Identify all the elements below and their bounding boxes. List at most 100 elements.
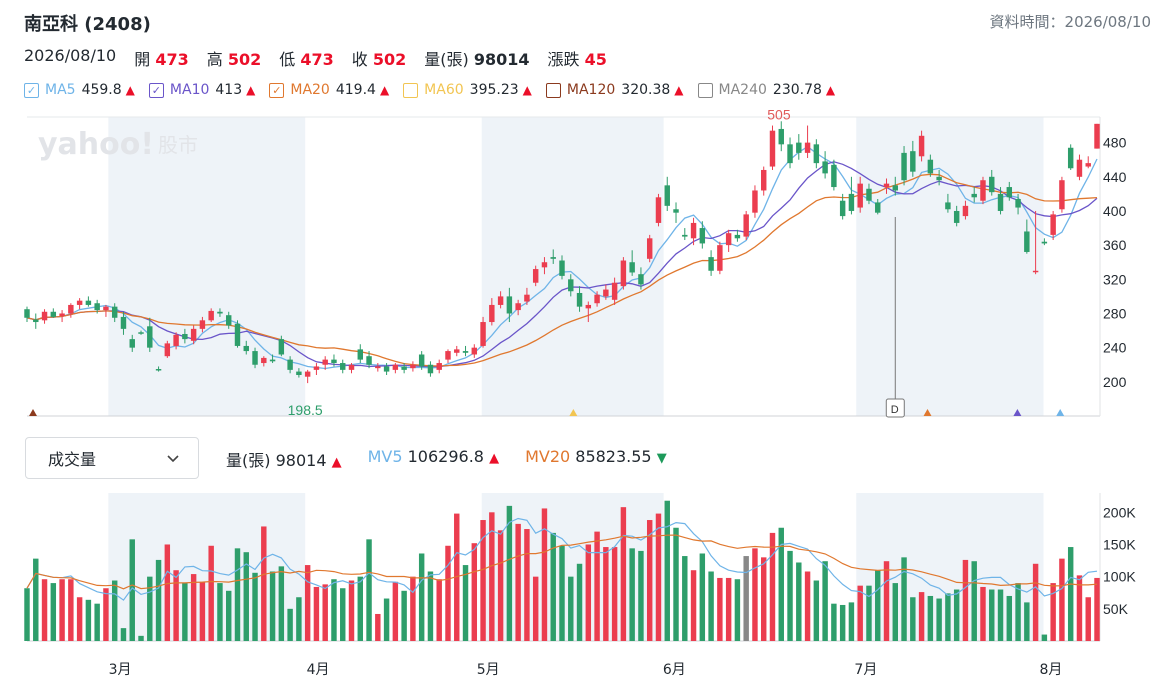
volume-bar [813,580,820,641]
candle [462,345,469,357]
candle [857,176,863,213]
volume-bar [471,543,478,641]
ma-name: MA60 [424,82,464,98]
candle [734,229,741,242]
candle [111,303,118,323]
volume-bar [603,547,609,641]
volume-bar [576,563,583,641]
volume-bar [410,576,416,641]
candle [410,361,416,372]
candle [594,291,600,307]
volume-bar [611,547,618,641]
volume-bar [506,505,513,641]
ma-toggle-ma20[interactable]: ✓ MA20 419.4 ▲ [269,82,389,98]
volume-bar [375,613,381,641]
volume-bar [217,583,223,641]
ma-toggle-ma240[interactable]: MA240 230.78 ▲ [697,82,836,98]
volume-bar [839,604,846,641]
ma-value: 459.8 [81,82,122,98]
ma-toggle-ma120[interactable]: MA120 320.38 ▲ [545,82,684,98]
volume-bar [629,548,635,641]
volume-bar [261,526,267,641]
candle [831,159,837,191]
candle [1076,154,1083,181]
candle [839,193,846,220]
checkbox-icon[interactable]: ✓ [24,82,39,98]
candle [568,274,574,297]
candle [252,347,258,369]
volume-bar [541,508,548,641]
candle [340,359,346,374]
price-tick-label: 360 [1103,237,1127,253]
candle [261,356,267,367]
volume-bar [111,580,118,641]
high-annotation: 505 [767,106,791,122]
candle [980,176,986,205]
indicator-dropdown-label: 成交量 [48,450,97,469]
candle [199,316,206,333]
volume-bar [980,586,986,641]
dividend-marker[interactable]: D [885,398,905,418]
ma-toggle-ma5[interactable]: ✓ MA5 459.8 ▲ [24,82,135,98]
quote-high: 高 502 [206,50,262,69]
volume-bar [120,628,127,641]
volume-bar [462,565,469,641]
ma-toggle-ma60[interactable]: MA60 395.23 ▲ [403,82,532,98]
candle [813,139,820,169]
shaded-period [856,493,1044,641]
candle [76,298,83,310]
ma-toggle-ma10[interactable]: ✓ MA10 413 ▲ [148,82,255,98]
checkbox-icon[interactable]: ✓ [148,82,164,98]
candle [33,313,39,329]
low-annotation: 198.5 [288,402,323,418]
candle [629,250,635,276]
quote-bar: 2026/08/10 開 473 高 502 低 473 收 502 量(張) … [24,46,607,70]
checkbox-icon[interactable]: ✓ [269,82,285,98]
checkbox-icon[interactable] [697,82,713,98]
volume-tick-label: 100K [1103,569,1136,585]
volume-bar [50,583,57,641]
ma-legend: ✓ MA5 459.8 ▲ ✓ MA10 413 ▲ ✓ MA20 419.4 ▲ MA60 395.23… [24,82,849,98]
quote-close: 收 502 [351,50,407,69]
volume-bar [734,579,741,641]
candle [427,361,434,377]
month-label: 4月 [307,662,330,678]
checkbox-icon[interactable] [403,82,419,98]
volume-bar [33,558,39,641]
shaded-period [108,117,306,416]
volume-bar [129,539,135,641]
volume-bar [94,603,100,641]
volume-bar [953,589,960,641]
volume-bar [831,603,837,641]
volume-bar [357,576,363,641]
candle [24,306,30,323]
candle [910,140,916,177]
volume-bar [524,529,530,641]
up-arrow-icon: ▲ [825,83,836,97]
candle [761,166,767,196]
price-tick-label: 480 [1103,135,1127,151]
candle [155,366,162,372]
candle [971,187,977,203]
volume-bar [1059,558,1065,641]
volume-bar [480,520,486,641]
candle [989,169,995,196]
candle [304,369,311,384]
watermark-suffix: 股市 [158,133,198,157]
volume-bar [445,545,451,641]
volume-legend-mv5: MV5 106296.8 ▲ [367,447,500,466]
month-label: 5月 [477,662,500,678]
candle [576,286,583,312]
candle [1067,144,1074,170]
candle [489,298,495,326]
candle [313,363,320,375]
indicator-dropdown[interactable]: 成交量 [25,437,199,479]
volume-tick-label: 200K [1103,504,1136,520]
volume-bar [252,572,258,641]
candle [927,154,934,177]
volume-bar [304,565,311,641]
checkbox-icon[interactable] [545,82,561,98]
ma-name: MA240 [718,82,767,98]
ma20-line [26,173,1098,367]
candle [945,193,951,213]
